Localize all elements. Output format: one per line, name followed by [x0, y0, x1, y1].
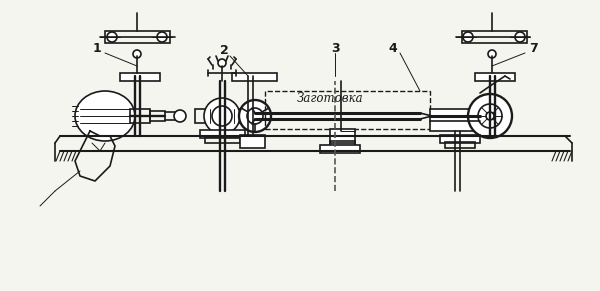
Circle shape	[463, 32, 473, 42]
Bar	[150, 111, 165, 121]
Text: Заготовка: Заготовка	[296, 93, 364, 106]
Circle shape	[247, 108, 263, 124]
Circle shape	[212, 106, 232, 126]
Bar	[195, 109, 245, 123]
Circle shape	[218, 59, 226, 67]
Bar	[330, 141, 355, 146]
Circle shape	[478, 104, 502, 128]
Bar	[120, 73, 160, 81]
Bar	[445, 142, 475, 148]
Bar	[105, 31, 170, 43]
Bar	[462, 31, 527, 43]
Circle shape	[133, 50, 141, 58]
Circle shape	[239, 100, 271, 132]
Circle shape	[157, 32, 167, 42]
Ellipse shape	[75, 91, 135, 141]
Text: 3: 3	[331, 42, 340, 54]
Circle shape	[107, 32, 117, 42]
Circle shape	[204, 98, 240, 134]
Bar	[240, 135, 265, 148]
Bar	[130, 109, 150, 123]
Bar	[205, 137, 240, 143]
Bar	[330, 129, 355, 143]
Bar	[200, 130, 245, 138]
Bar	[265, 91, 430, 129]
Text: 7: 7	[529, 42, 538, 56]
Bar	[320, 145, 360, 153]
Circle shape	[488, 50, 496, 58]
Circle shape	[468, 94, 512, 138]
Bar	[475, 73, 515, 81]
Bar	[232, 73, 277, 81]
Circle shape	[515, 32, 525, 42]
Bar	[440, 135, 480, 143]
Bar	[430, 109, 485, 131]
Circle shape	[486, 112, 494, 120]
Circle shape	[174, 110, 186, 122]
Text: 4: 4	[389, 42, 397, 56]
Text: 1: 1	[92, 42, 101, 56]
Text: 2: 2	[220, 45, 229, 58]
